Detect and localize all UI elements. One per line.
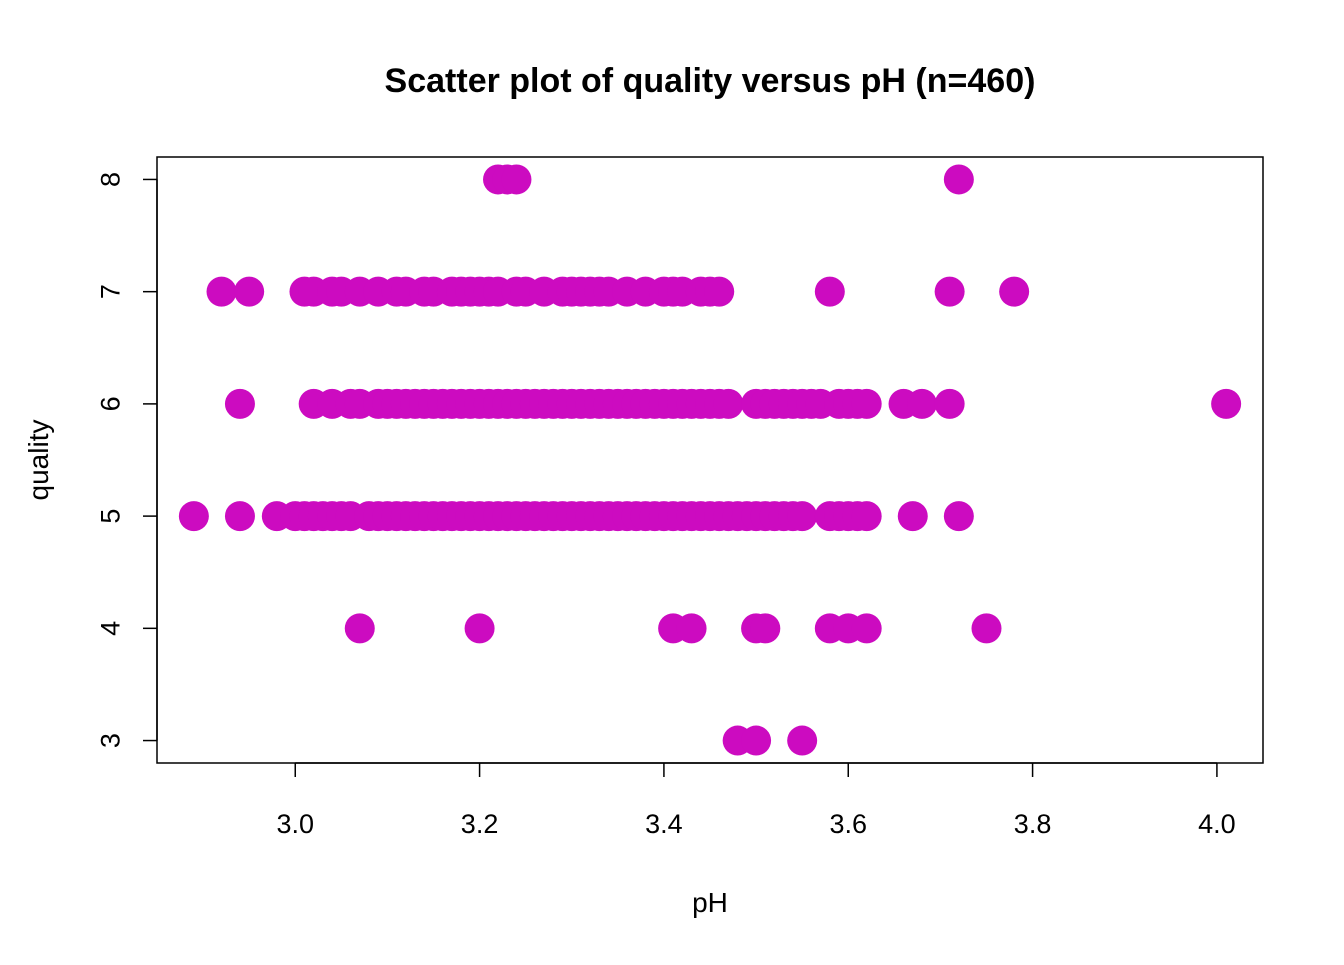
- scatter-point: [971, 613, 1002, 644]
- scatter-point: [501, 164, 532, 195]
- scatter-point: [814, 276, 845, 307]
- scatter-point: [741, 725, 772, 756]
- scatter-point: [344, 613, 375, 644]
- x-tick-label: 4.0: [1198, 809, 1236, 839]
- x-tick-label: 3.4: [645, 809, 683, 839]
- scatter-point: [851, 613, 882, 644]
- x-tick-label: 3.6: [829, 809, 867, 839]
- y-tick-label: 4: [95, 621, 125, 636]
- scatter-point: [206, 276, 237, 307]
- x-tick-label: 3.8: [1014, 809, 1052, 839]
- scatter-point: [851, 501, 882, 532]
- scatter-point: [676, 613, 707, 644]
- y-tick-label: 6: [95, 396, 125, 411]
- scatter-point: [750, 613, 781, 644]
- scatter-point: [934, 388, 965, 419]
- x-tick-label: 3.2: [461, 809, 499, 839]
- y-tick-label: 5: [95, 509, 125, 524]
- scatter-point: [943, 164, 974, 195]
- scatter-point: [234, 276, 265, 307]
- scatter-point: [943, 501, 974, 532]
- scatter-point: [178, 501, 209, 532]
- scatter-point: [713, 388, 744, 419]
- x-tick-label: 3.0: [276, 809, 314, 839]
- scatter-point: [897, 501, 928, 532]
- scatter-point: [851, 388, 882, 419]
- y-tick-label: 3: [95, 733, 125, 748]
- scatter-point: [1211, 388, 1242, 419]
- scatter-point: [787, 725, 818, 756]
- chart-title: Scatter plot of quality versus pH (n=460…: [385, 62, 1036, 100]
- scatter-point: [704, 276, 735, 307]
- scatter-point: [464, 613, 495, 644]
- y-axis-label: quality: [23, 420, 54, 501]
- x-axis: 3.0 3.2 3.4 3.6 3.8 4.0: [276, 762, 1236, 839]
- x-axis-label: pH: [692, 887, 728, 918]
- data-points: [178, 164, 1242, 756]
- plot-frame: [156, 156, 1264, 764]
- y-tick-label: 8: [95, 172, 125, 187]
- scatter-point: [934, 276, 965, 307]
- y-tick-label: 7: [95, 284, 125, 299]
- scatter-point: [999, 276, 1030, 307]
- scatter-point: [224, 501, 255, 532]
- scatter-point: [906, 388, 937, 419]
- y-axis: 3 4 5 6 7 8: [95, 172, 158, 748]
- scatter-point: [787, 501, 818, 532]
- scatter-point: [224, 388, 255, 419]
